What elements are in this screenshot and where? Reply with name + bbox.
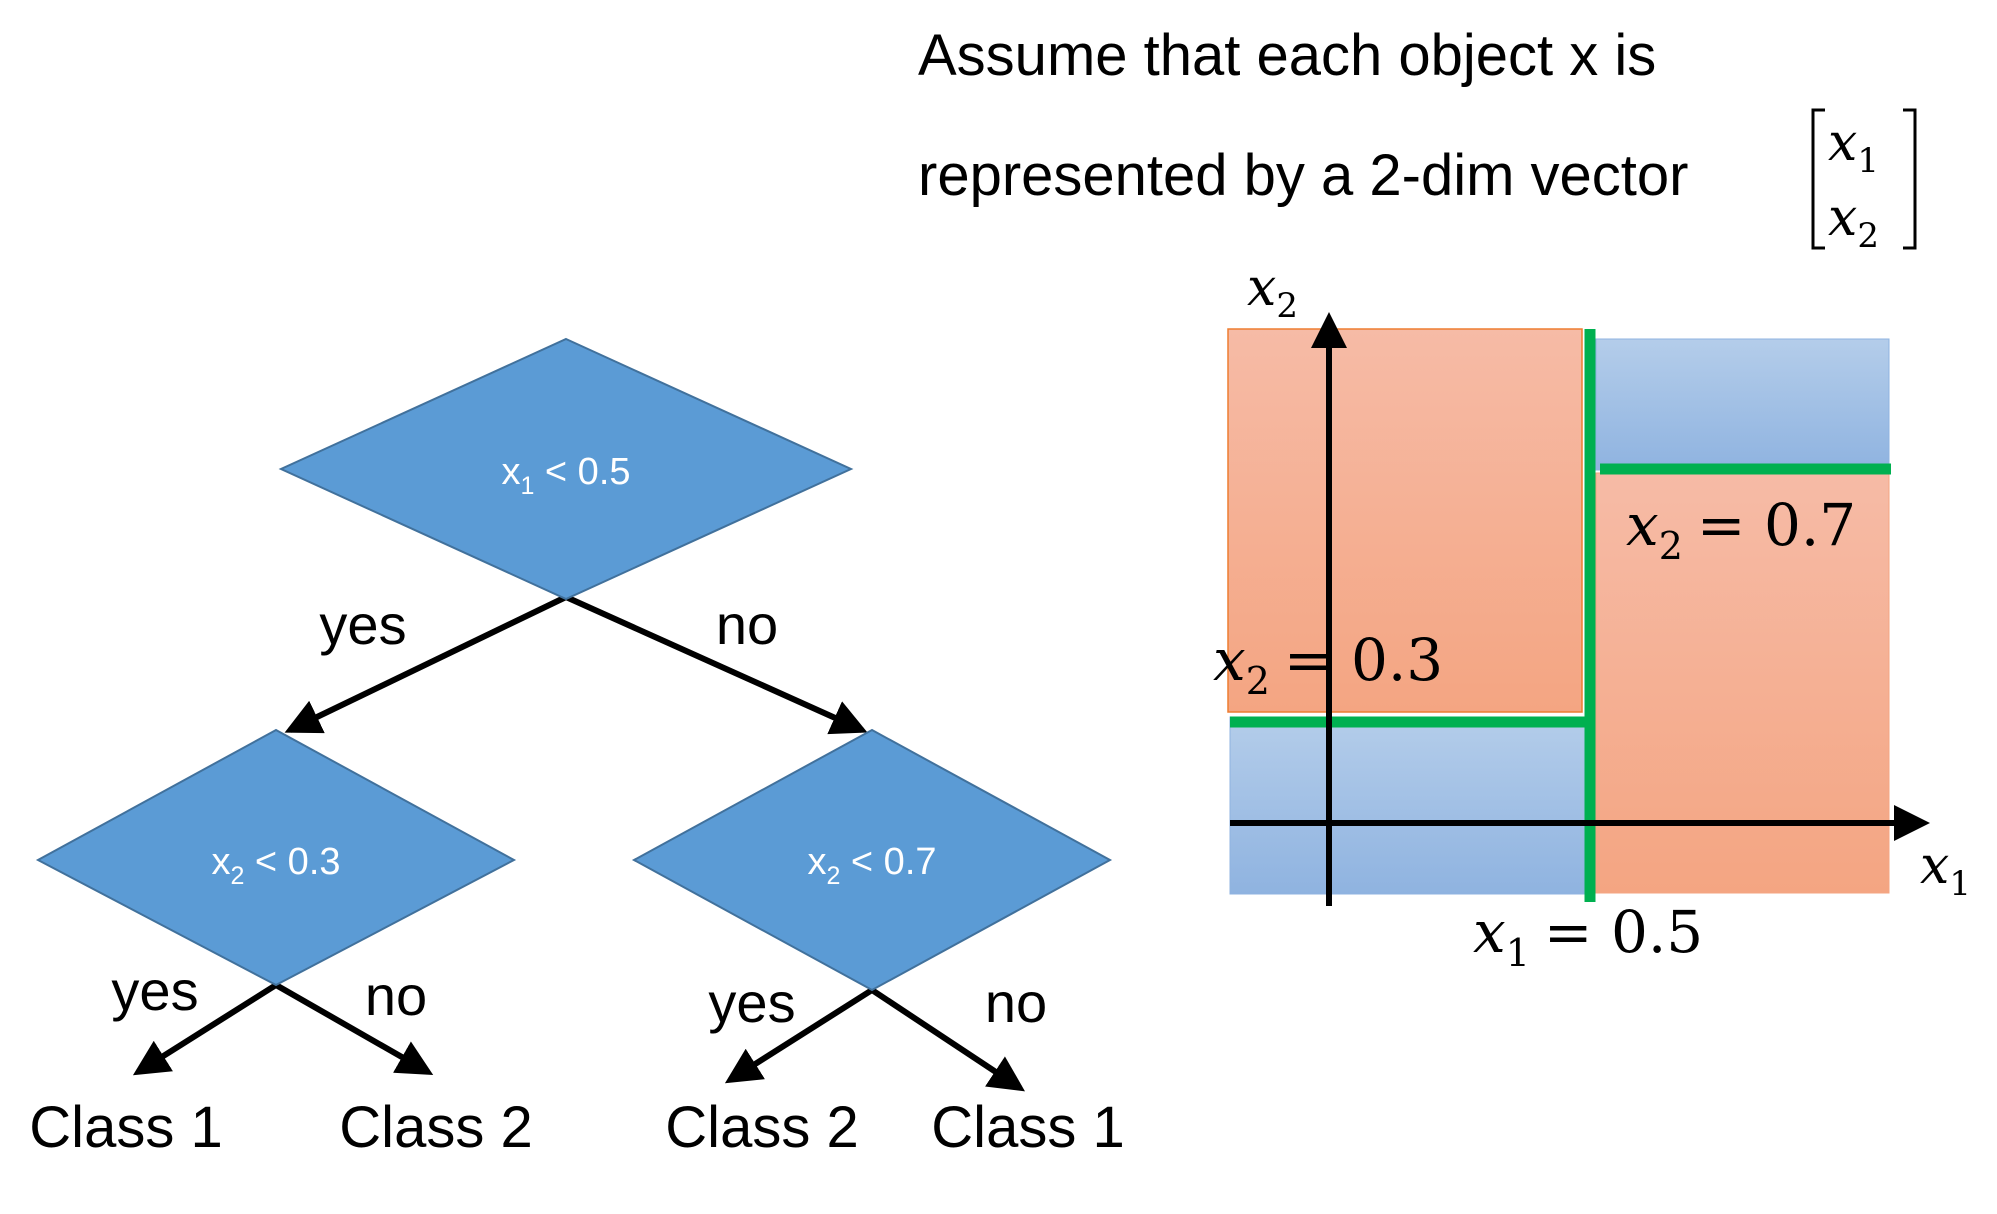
node-left: x2 < 0.3	[35, 728, 517, 987]
decision-tree: x1 < 0.5 x2 < 0.3 x2 < 0.7 yes no yes no…	[29, 337, 1125, 1160]
node-left-diamond	[35, 728, 517, 987]
x-axis-label: x1	[1920, 836, 1971, 904]
partition-plot: x2 x1 x2 = 0.7 x2 = 0.3 x1 = 0.5	[1213, 258, 1971, 975]
split-label-x1: x1 = 0.5	[1473, 898, 1703, 975]
edge-right-no	[870, 987, 1026, 1092]
node-right-label: x2 < 0.7	[807, 841, 936, 890]
node-right: x2 < 0.7	[631, 728, 1113, 992]
label-root-no: no	[716, 593, 778, 656]
edge-right-yes	[724, 987, 874, 1084]
region-top-left-class1	[1227, 328, 1583, 713]
edge-root-yes	[284, 594, 568, 734]
feature-vector: x1 x2	[1811, 108, 1917, 256]
label-root-yes: yes	[319, 593, 406, 656]
node-root-diamond	[278, 337, 854, 601]
leaf-class-right-right: Class 1	[931, 1095, 1124, 1160]
node-root: x1 < 0.5	[278, 337, 854, 601]
leaf-class-right-left: Class 2	[665, 1095, 858, 1160]
node-left-label: x2 < 0.3	[211, 841, 340, 890]
y-axis-label: x2	[1247, 258, 1298, 326]
header-line-1: Assume that each object x is	[918, 23, 1656, 88]
leaf-class-left-right: Class 2	[339, 1095, 532, 1160]
split-label-x2-low: x2 = 0.3	[1213, 626, 1443, 703]
edge-root-no	[564, 594, 868, 735]
region-top-right-class2	[1595, 338, 1890, 471]
vector-bottom-entry: x2	[1828, 188, 1879, 256]
label-right-yes: yes	[708, 971, 795, 1034]
vector-left-bracket	[1811, 108, 1825, 250]
vector-right-bracket	[1903, 108, 1917, 250]
edge-left-no	[274, 982, 434, 1075]
node-right-diamond	[631, 728, 1113, 992]
label-left-yes: yes	[111, 959, 198, 1022]
region-bottom-left-class2	[1229, 716, 1589, 895]
node-root-label: x1 < 0.5	[501, 451, 630, 500]
leaf-class-left-left: Class 1	[29, 1095, 222, 1160]
label-left-no: no	[365, 964, 427, 1027]
header-line-2: represented by a 2-dim vector	[918, 143, 1688, 208]
edge-left-yes	[132, 982, 278, 1076]
vector-top-entry: x1	[1828, 113, 1879, 181]
label-right-no: no	[985, 971, 1047, 1034]
split-label-x2-high: x2 = 0.7	[1626, 491, 1856, 568]
